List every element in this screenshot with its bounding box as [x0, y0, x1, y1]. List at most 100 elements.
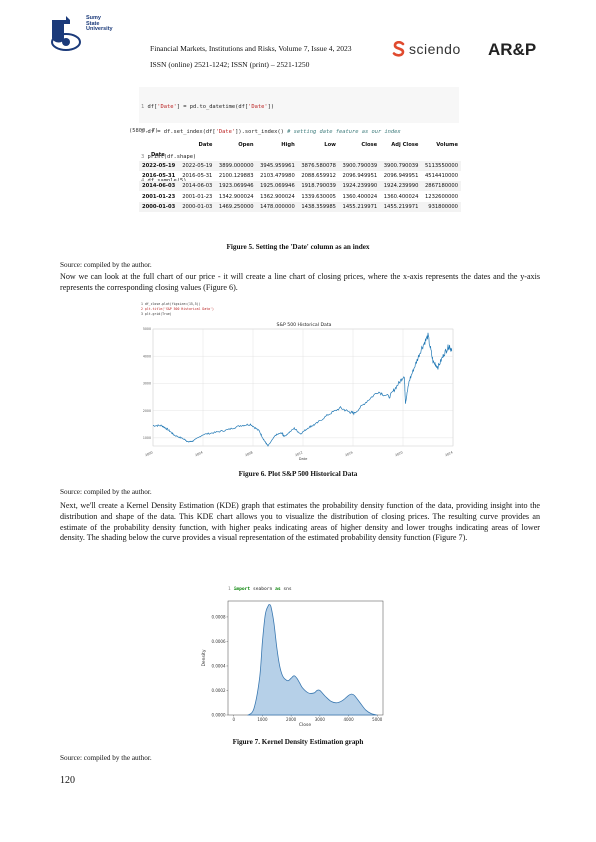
table-cell: 1478.000000	[260, 203, 295, 210]
table-cell: 1455.219971	[383, 203, 419, 210]
sciendo-s-icon	[392, 41, 405, 57]
table-cell: 4514410000	[424, 173, 458, 180]
column-header: Adj Close	[391, 142, 419, 149]
table-cell: 1925.069946	[260, 183, 295, 190]
table-cell: 1438.359985	[301, 203, 336, 210]
column-header: High	[281, 142, 295, 149]
figure-7-kde-chart: 0.0000 0.0002 0.0004 0.0006 0.0008 0 1000 2000…	[201, 600, 384, 728]
code-line: 3 plt.grid(True)	[141, 312, 172, 316]
y-axis-label: Density	[201, 649, 207, 666]
code-line: 3 print(df.shape)	[141, 153, 197, 160]
table-row: 2014-06-03 2014-06-03 1923.069946 1925.0699…	[139, 181, 461, 192]
figure-7-source: Source: compiled by the author.	[60, 754, 152, 762]
y-tick-label: 0.0004	[212, 663, 226, 668]
x-tick-label: 2012	[294, 450, 303, 457]
table-cell: 2096.949951	[342, 173, 378, 180]
y-tick-label: 3000	[143, 382, 151, 386]
code-cell-set-index: 1 df['Date'] = pd.to_datetime(df['Date']…	[139, 87, 459, 184]
table-cell: 1924.239990	[383, 183, 419, 190]
y-tick-label: 0.0008	[212, 614, 226, 619]
figure-6-caption: Figure 6. Plot S&P 500 Historical Data	[238, 470, 358, 478]
figure-5-source: Source: compiled by the author.	[60, 261, 152, 269]
paragraph-2: Next, we'll create a Kernel Density Esti…	[60, 501, 540, 543]
code-line: 2 plt.title('S&P 500 Historical Data')	[141, 307, 214, 311]
table-cell: 931800000	[428, 203, 458, 210]
table-cell: 2088.659912	[301, 173, 336, 180]
table-cell: 1924.239990	[342, 183, 378, 190]
y-tick-label: 0.0006	[212, 639, 226, 644]
series-line	[152, 332, 453, 447]
figure-6-source: Source: compiled by the author.	[60, 488, 152, 496]
x-tick-label: 5000	[372, 717, 383, 722]
table-row: 2022-05-19 2022-05-19 3899.000000 3945.9599…	[139, 160, 461, 171]
table-cell: 3899.000000	[218, 162, 254, 169]
row-index: 2016-05-31	[142, 173, 176, 180]
chart-title: S&P 500 Historical Data	[277, 322, 332, 328]
table-cell: 2096.949951	[383, 173, 419, 180]
table-cell: 1455.219971	[342, 203, 378, 210]
university-line-3: University	[86, 26, 113, 33]
figure-7-caption: Figure 7. Kernel Density Estimation grap…	[232, 738, 364, 746]
code-line: 1 import seaborn as sns	[228, 586, 292, 592]
x-tick-label: 2000	[144, 450, 153, 457]
x-tick-label: 2024	[444, 450, 453, 457]
university-line-2: State	[86, 20, 100, 27]
table-cell: 1918.790039	[301, 183, 336, 190]
x-tick-label: 1000	[257, 717, 268, 722]
code-cell-kdeplot: 1 import seaborn as sns 2 sns.kdeplot(df…	[228, 573, 388, 633]
table-cell: 1923.069946	[218, 183, 254, 190]
table-cell: 1360.400024	[383, 193, 419, 200]
x-tick-label: 2016	[344, 450, 353, 457]
row-index: 2001-01-23	[142, 193, 176, 200]
table-header-row: Date Open High Low Close Adj Close Volum…	[139, 140, 461, 150]
x-tick-label: 3000	[315, 717, 326, 722]
table-cell: 2014-06-03	[182, 183, 213, 190]
empty-cell	[179, 150, 461, 160]
y-ticks: 1000 2000 3000 4000 5000	[143, 327, 151, 440]
table-cell: 3900.790039	[383, 162, 419, 169]
y-tick-label: 1000	[143, 436, 151, 440]
shape-output: (5800, 7)	[129, 128, 159, 134]
y-tick-label: 0.0002	[212, 688, 226, 693]
figure-6-line-chart: 1 df_close.plot(figsize=(15,5))2 plt.tit…	[141, 302, 454, 461]
figure-5-caption: Figure 5. Setting the 'Date' column as a…	[226, 243, 370, 251]
code-line: 1 df_close.plot(figsize=(15,5))	[141, 302, 201, 306]
x-ticks: 0 1000 2000 3000 4000 5000	[232, 715, 383, 722]
code-line: 2 df = df.set_index(df['Date']).sort_ind…	[141, 129, 401, 136]
column-header: Low	[324, 142, 336, 149]
table-cell: 3876.580078	[301, 162, 336, 169]
column-header: Close	[361, 142, 378, 149]
y-ticks: 0.0000 0.0002 0.0004 0.0006 0.0008	[212, 614, 228, 717]
table-row: 2016-05-31 2016-05-31 2100.129883 2103.4799…	[139, 171, 461, 181]
x-axis-label: Close	[299, 722, 311, 728]
page-number: 120	[60, 775, 75, 786]
table-cell: 2000-01-03	[182, 203, 213, 210]
x-tick-label: 2000	[286, 717, 297, 722]
column-header: Open	[238, 142, 254, 149]
table-cell: 1342.900024	[218, 193, 254, 200]
code-line: 4 df.sample(5)	[141, 178, 187, 185]
column-header: Volume	[436, 142, 458, 149]
table-row: 2000-01-03 2000-01-03 1469.250000 1478.0000…	[139, 201, 461, 213]
index-name-row: Date	[139, 150, 461, 160]
x-tick-label: 2004	[194, 450, 203, 457]
table-cell: 3945.959961	[260, 162, 295, 169]
university-line-1: Sumy	[86, 15, 101, 21]
density-area	[247, 604, 378, 716]
corner-cell	[139, 140, 179, 150]
x-ticks: 2000 2004 2008 2012 2016 2020 2024	[144, 450, 453, 457]
university-logo-icon	[51, 16, 81, 51]
table-row: 2001-01-23 2001-01-23 1342.900024 1362.9000…	[139, 191, 461, 201]
dataframe-table: Date Open High Low Close Adj Close Volum…	[139, 140, 461, 213]
table-cell: 1360.400024	[342, 193, 378, 200]
index-name: Date	[151, 152, 165, 159]
y-tick-label: 5000	[143, 327, 151, 331]
table-cell: 1339.630005	[301, 193, 336, 200]
table-cell: 2100.129883	[218, 173, 254, 180]
table-cell: 2016-05-31	[182, 173, 213, 180]
paragraph-1: Now we can look at the full chart of our…	[60, 272, 540, 292]
grid	[152, 328, 454, 446]
table-cell: 3900.790039	[342, 162, 378, 169]
y-tick-label: 0.0000	[212, 712, 226, 717]
publisher-name: sciendo	[409, 41, 461, 57]
